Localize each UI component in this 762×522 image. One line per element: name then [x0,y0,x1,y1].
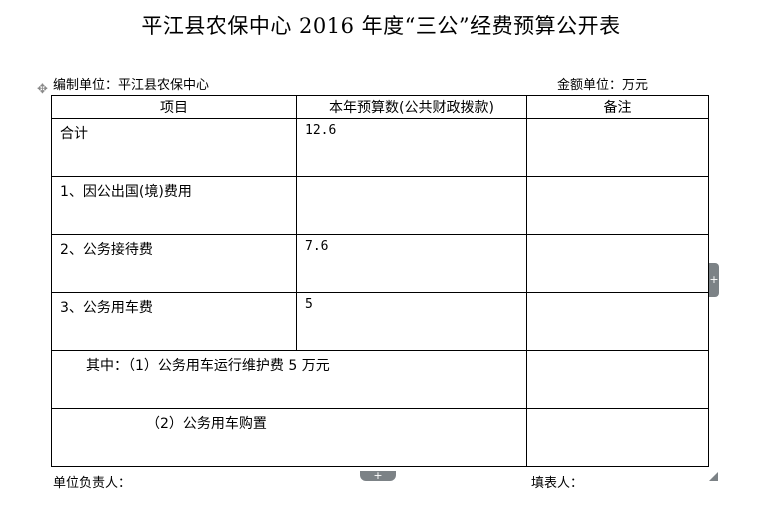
row-note [526,234,709,293]
header-item: 项目 [51,95,297,119]
row-note [526,350,709,409]
page-title: 平江县农保中心 2016 年度“三公”经费预算公开表 [141,14,621,38]
table-resize-handle-icon[interactable] [709,472,718,481]
row-amount: 5 [296,292,527,351]
compiling-unit: 编制单位：平江县农保中心 [53,78,210,93]
row-note [526,408,709,467]
table-row: （2）公务用车购置 [51,408,709,467]
add-row-button[interactable]: + [360,470,396,481]
sub-row-item: 其中：（1）公务用车运行维护费 5 万元 [51,350,527,409]
currency-unit: 金额单位：万元 [557,78,649,93]
table-row: 1、因公出国(境)费用 [51,176,709,235]
add-column-button[interactable]: + [709,263,719,297]
row-note [526,118,709,177]
row-item: 合计 [51,118,297,177]
row-item: 1、因公出国(境)费用 [51,176,297,235]
table-row: 合计 12.6 [51,118,709,177]
table-row: 其中：（1）公务用车运行维护费 5 万元 [51,350,709,409]
table-move-handle-icon[interactable]: ✥ [37,82,48,97]
row-amount [296,176,527,235]
table-header-row: 项目 本年预算数(公共财政拨款) 备注 [51,95,709,119]
unit-leader-label: 单位负责人： [53,476,132,491]
header-note: 备注 [526,95,709,119]
header-amount: 本年预算数(公共财政拨款) [296,95,527,119]
row-amount: 12.6 [296,118,527,177]
sub-row-item: （2）公务用车购置 [51,408,527,467]
budget-table: 项目 本年预算数(公共财政拨款) 备注 合计 12.6 1、因公出国(境)费用 … [51,95,709,467]
row-item: 2、公务接待费 [51,234,297,293]
filler-label: 填表人： [531,476,584,491]
row-amount: 7.6 [296,234,527,293]
table-row: 2、公务接待费 7.6 [51,234,709,293]
row-note [526,292,709,351]
row-note [526,176,709,235]
row-item: 3、公务用车费 [51,292,297,351]
table-row: 3、公务用车费 5 [51,292,709,351]
